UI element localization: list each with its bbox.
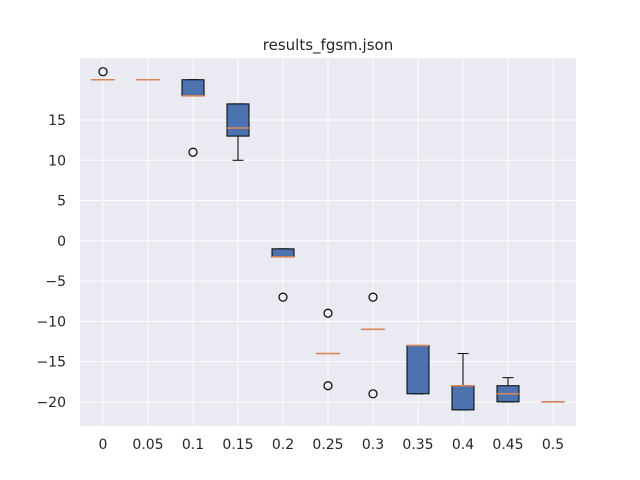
box bbox=[226, 103, 250, 137]
flier-point bbox=[323, 308, 333, 318]
flier-point bbox=[323, 381, 333, 391]
y-tick-label: 0 bbox=[57, 234, 66, 250]
x-tick-label: 0.5 bbox=[542, 437, 564, 453]
box-group-0.2 bbox=[271, 248, 295, 302]
box-group-0.4 bbox=[451, 353, 475, 411]
flier-point bbox=[278, 292, 288, 302]
y-tick-label: −5 bbox=[45, 274, 66, 290]
x-tick-label: 0.45 bbox=[492, 437, 523, 453]
y-tick-labels: 15 10 5 0 −5 −10 −15 −20 bbox=[36, 113, 66, 411]
y-tick-label: 15 bbox=[48, 113, 66, 129]
flier-point bbox=[98, 67, 108, 77]
box bbox=[451, 385, 475, 411]
box-group-0.45 bbox=[496, 377, 520, 403]
box bbox=[406, 344, 430, 395]
y-tick-label: −20 bbox=[36, 395, 66, 411]
x-tick-label: 0.05 bbox=[132, 437, 163, 453]
box bbox=[181, 79, 205, 97]
x-tick-label: 0.3 bbox=[362, 437, 384, 453]
flier-point bbox=[368, 389, 378, 399]
box-group-0.35 bbox=[406, 344, 430, 395]
flier-point bbox=[188, 147, 198, 157]
x-tick-label: 0.15 bbox=[222, 437, 253, 453]
box-group-0.15 bbox=[226, 103, 250, 161]
box-group-0.3 bbox=[361, 292, 385, 399]
y-tick-label: −10 bbox=[36, 314, 66, 330]
flier-point bbox=[368, 292, 378, 302]
x-tick-label: 0.4 bbox=[452, 437, 474, 453]
box bbox=[271, 248, 295, 258]
x-tick-label: 0.2 bbox=[272, 437, 294, 453]
x-tick-label: 0.35 bbox=[402, 437, 433, 453]
x-tick-label: 0.25 bbox=[312, 437, 343, 453]
grid-lines bbox=[80, 58, 576, 426]
box-group-0.25 bbox=[316, 308, 340, 391]
box-group-0 bbox=[91, 67, 115, 81]
y-tick-label: 5 bbox=[57, 194, 66, 210]
box-layer bbox=[91, 67, 565, 411]
x-tick-labels: 0 0.05 0.1 0.15 0.2 0.25 0.3 0.35 0.4 0.45 0.5 bbox=[99, 437, 565, 453]
chart-title: results_fgsm.json bbox=[263, 36, 393, 55]
x-tick-label: 0.1 bbox=[182, 437, 204, 453]
y-tick-label: 10 bbox=[48, 153, 66, 169]
y-tick-label: −15 bbox=[36, 355, 66, 371]
box-group-0.1 bbox=[181, 79, 205, 157]
x-tick-label: 0 bbox=[99, 437, 108, 453]
